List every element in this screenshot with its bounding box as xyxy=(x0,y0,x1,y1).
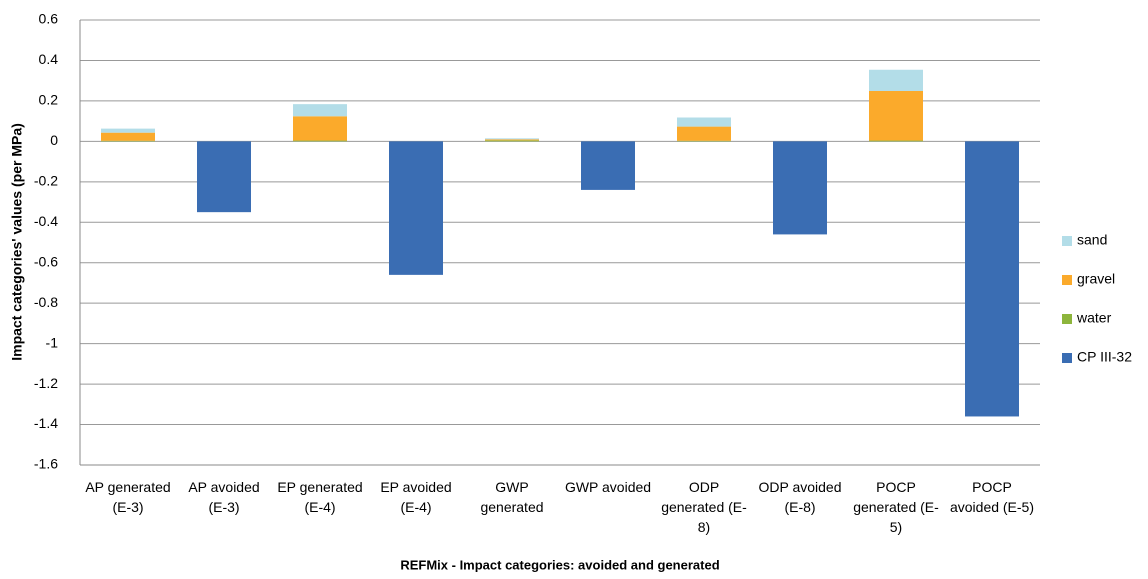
y-tick-label: -1.4 xyxy=(34,415,58,431)
y-tick-label: 0.6 xyxy=(39,11,59,27)
x-axis-title: REFMix - Impact categories: avoided and … xyxy=(400,557,719,572)
y-tick-label: 0.4 xyxy=(39,51,59,67)
bar-segment xyxy=(581,141,635,190)
bar-segment xyxy=(293,104,347,117)
bar-segment xyxy=(101,128,155,133)
y-tick-label: -0.2 xyxy=(34,173,58,189)
bar-segment xyxy=(485,138,539,140)
legend-label: gravel xyxy=(1077,271,1115,287)
bar-segment xyxy=(869,69,923,91)
x-tick-label: POCP avoided (E-5) xyxy=(949,479,1035,515)
legend-swatch xyxy=(1062,275,1072,285)
x-tick-label: AP generated (E-3) xyxy=(85,479,171,515)
x-tick-label: EP avoided (E-4) xyxy=(380,479,452,515)
bar-segment xyxy=(869,90,923,141)
x-tick-label: POCP generated (E-5) xyxy=(853,479,939,535)
bar-segment xyxy=(965,141,1019,417)
x-tick-label: ODP avoided (E-8) xyxy=(758,479,842,515)
bar-segment xyxy=(293,116,347,141)
y-tick-label: 0 xyxy=(50,132,58,148)
bar-segment xyxy=(101,132,155,141)
bar-segment xyxy=(101,140,155,142)
bar-segment xyxy=(677,126,731,141)
y-tick-label: -0.6 xyxy=(34,253,58,269)
bar-segment xyxy=(677,117,731,127)
y-tick-label: -1.2 xyxy=(34,375,58,391)
x-tick-label: GWP avoided xyxy=(564,479,652,495)
y-tick-label: -1.6 xyxy=(34,456,58,472)
bar-segment xyxy=(869,140,923,142)
bar-segment xyxy=(485,139,539,141)
legend-swatch xyxy=(1062,314,1072,324)
y-tick-label: -1 xyxy=(46,334,59,350)
bar-segment xyxy=(293,140,347,142)
x-tick-label: GWP generated xyxy=(480,479,544,515)
bar-segment xyxy=(677,140,731,142)
y-tick-label: 0.2 xyxy=(39,92,59,108)
legend-swatch xyxy=(1062,353,1072,363)
x-tick-label: ODP generated (E-8) xyxy=(661,479,747,535)
legend-label: water xyxy=(1076,310,1112,326)
y-tick-label: -0.4 xyxy=(34,213,58,229)
bar-segment xyxy=(197,141,251,213)
bar-segment xyxy=(773,141,827,235)
y-axis-title: Impact categories' values (per MPa) xyxy=(9,123,25,361)
bar-segment xyxy=(389,141,443,275)
legend-swatch xyxy=(1062,236,1072,246)
x-tick-label: AP avoided (E-3) xyxy=(188,479,260,515)
y-tick-label: -0.8 xyxy=(34,294,58,310)
legend-label: sand xyxy=(1077,232,1107,248)
x-tick-label: EP generated (E-4) xyxy=(277,479,363,515)
legend-label: CP III-32 xyxy=(1077,349,1132,365)
bar-segment xyxy=(485,140,539,142)
